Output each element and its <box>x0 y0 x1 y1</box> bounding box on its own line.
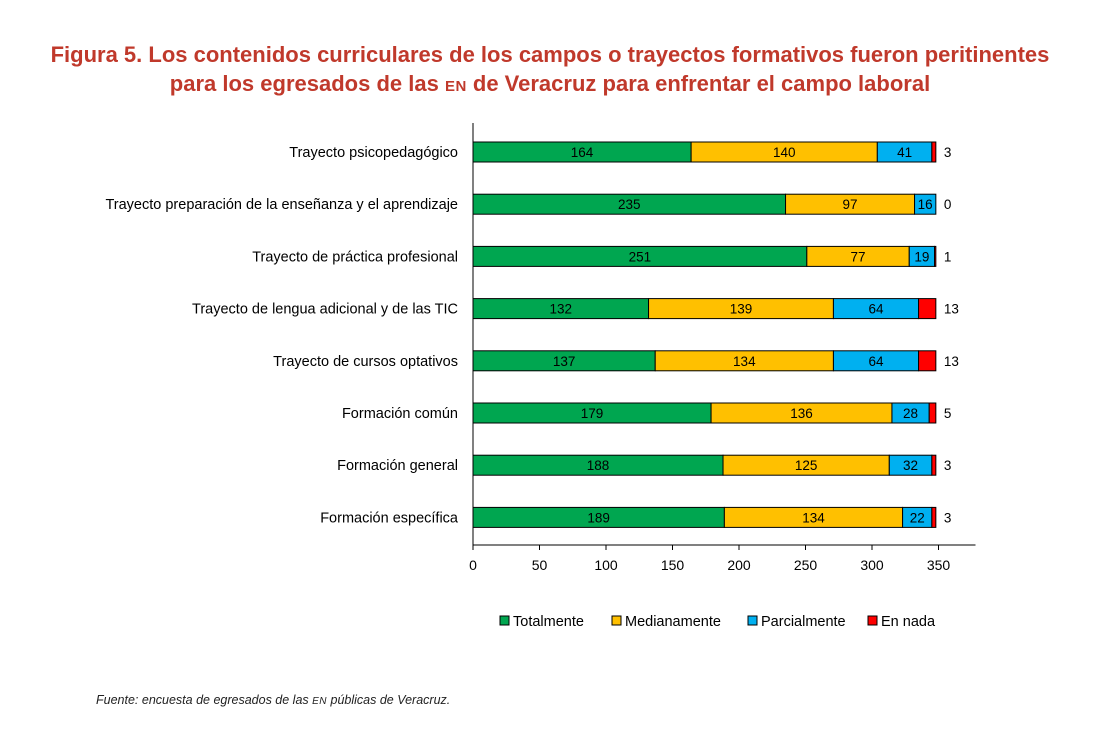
data-label: 134 <box>733 354 756 369</box>
category-label: Trayecto de lengua adicional y de las TI… <box>192 302 458 318</box>
data-label-en-nada: 13 <box>944 302 959 317</box>
legend-label: Totalmente <box>513 614 584 630</box>
bar-segment-en-nada <box>931 506 937 528</box>
data-label: 28 <box>903 406 918 421</box>
data-label: 164 <box>571 145 594 160</box>
bar-segment-en-nada <box>918 350 937 372</box>
chart-title-line2: para los egresados de las en de Veracruz… <box>0 69 1100 101</box>
chart-title: Figura 5. Los contenidos curriculares de… <box>0 40 1100 101</box>
chart-title-line2-sc: en <box>444 78 467 95</box>
bar-segment-en-nada <box>918 298 937 320</box>
data-label: 139 <box>730 302 753 317</box>
data-label-en-nada: 0 <box>944 197 952 212</box>
data-label: 19 <box>914 249 929 264</box>
data-label: 41 <box>897 145 912 160</box>
category-label: Formación común <box>342 406 458 422</box>
chart-title-line2-pre: para los egresados de las <box>169 71 445 96</box>
category-label: Trayecto psicopedagógico <box>289 145 458 161</box>
data-label: 137 <box>553 354 576 369</box>
bar-segment-en-nada <box>934 245 937 267</box>
x-tick-label: 250 <box>794 557 818 573</box>
bar-segment-en-nada <box>928 402 937 424</box>
data-label: 64 <box>868 302 884 317</box>
data-label-en-nada: 3 <box>944 510 952 525</box>
data-label: 188 <box>587 458 610 473</box>
bar-segment-en-nada <box>931 141 937 163</box>
chart-title-line2-post: de Veracruz para enfrentar el campo labo… <box>466 71 931 96</box>
data-label-en-nada: 3 <box>944 145 952 160</box>
data-label: 179 <box>581 406 604 421</box>
category-label: Trayecto de cursos optativos <box>273 354 458 370</box>
data-label: 132 <box>550 302 573 317</box>
data-label: 251 <box>629 249 652 264</box>
x-tick-label: 300 <box>860 557 884 573</box>
legend-swatch <box>867 615 878 626</box>
x-tick-label: 50 <box>532 557 548 573</box>
data-label: 125 <box>795 458 818 473</box>
category-label: Formación específica <box>320 510 459 526</box>
legend-swatch <box>499 615 510 626</box>
x-tick-label: 150 <box>661 557 685 573</box>
data-label: 189 <box>587 510 610 525</box>
category-label: Formación general <box>337 458 458 474</box>
data-label-en-nada: 5 <box>944 406 952 421</box>
data-label: 134 <box>802 510 825 525</box>
data-label: 16 <box>918 197 933 212</box>
data-label-en-nada: 3 <box>944 458 952 473</box>
data-label: 64 <box>868 354 884 369</box>
data-label: 32 <box>903 458 918 473</box>
bar-segment-parcialmente <box>914 193 937 215</box>
category-label: Trayecto de práctica profesional <box>252 249 458 265</box>
data-label: 140 <box>773 145 796 160</box>
chart-title-line1: Figura 5. Los contenidos curriculares de… <box>50 42 1050 67</box>
bar-segment-en-nada <box>931 454 937 476</box>
data-label: 22 <box>910 510 925 525</box>
data-label-en-nada: 13 <box>944 354 959 369</box>
legend-label: Medianamente <box>625 614 721 630</box>
category-label: Trayecto preparación de la enseñanza y e… <box>105 197 458 213</box>
source-sc: en <box>312 696 328 707</box>
source-pre: Fuente: encuesta de egresados de las <box>96 693 313 707</box>
data-label: 136 <box>790 406 813 421</box>
legend-swatch <box>747 615 758 626</box>
x-tick-label: 350 <box>927 557 951 573</box>
legend-label: En nada <box>881 614 936 630</box>
source-post: públicas de Veracruz. <box>327 693 451 707</box>
legend-swatch <box>611 615 622 626</box>
source-note: Fuente: encuesta de egresados de las en … <box>96 693 450 707</box>
data-label: 77 <box>851 249 866 264</box>
data-label: 235 <box>618 197 641 212</box>
data-label: 97 <box>843 197 858 212</box>
legend-label: Parcialmente <box>761 614 846 630</box>
data-label-en-nada: 1 <box>944 249 952 264</box>
x-tick-label: 0 <box>469 557 477 573</box>
x-tick-label: 200 <box>727 557 751 573</box>
x-tick-label: 100 <box>594 557 618 573</box>
